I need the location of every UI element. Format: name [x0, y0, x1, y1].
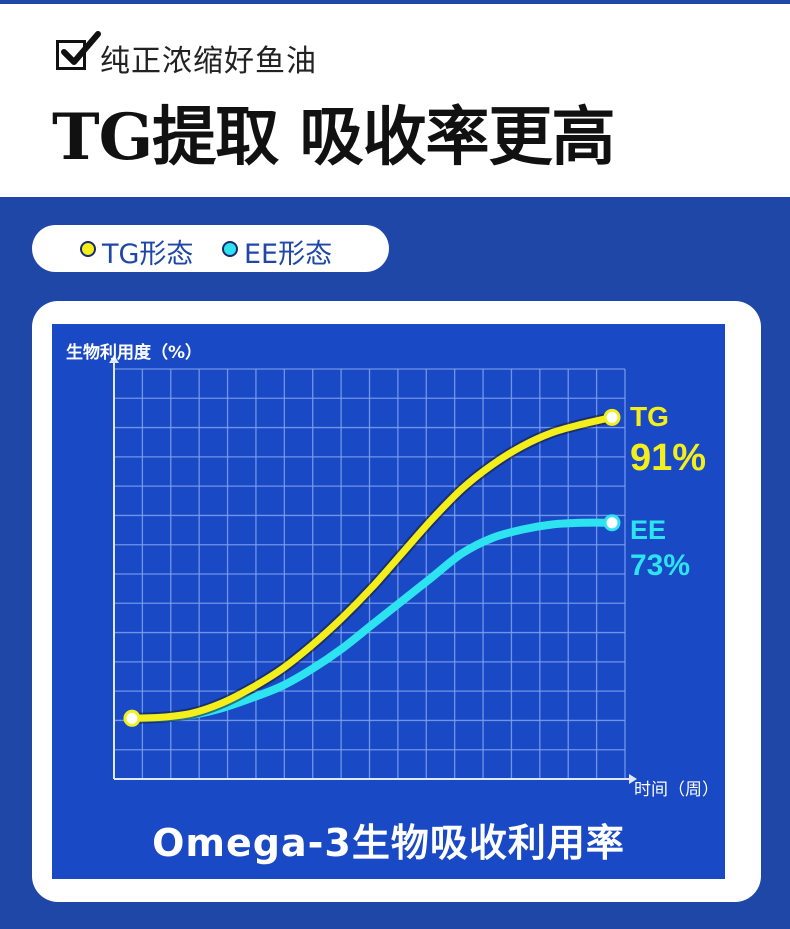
ee-end-value: 73%	[630, 548, 691, 582]
x-axis-arrow-icon	[629, 774, 637, 784]
y-axis-arrow-icon	[109, 355, 119, 363]
ee-legend-dot	[222, 241, 238, 257]
legend: TG形态 EE形态	[32, 225, 389, 272]
ee-series-name: EE	[630, 514, 667, 545]
chart-svg	[109, 355, 637, 784]
tg-legend-label: TG形态	[102, 239, 194, 270]
x-axis-label: 时间（周）	[634, 780, 719, 800]
chart: 生物利用度（%） 时间（周） TG 91% EE 73% Omega-3生物吸收…	[52, 324, 725, 879]
subtitle: 纯正浓缩好鱼油	[100, 44, 317, 79]
header-panel: 纯正浓缩好鱼油 TG提取 吸收率更高	[0, 0, 790, 197]
ee-legend-label: EE形态	[244, 239, 333, 270]
top-rule	[0, 0, 790, 4]
ee-data-point	[603, 514, 621, 532]
checkbox-icon	[56, 40, 86, 70]
y-axis-label: 生物利用度（%）	[66, 343, 203, 363]
tg-legend-dot	[80, 241, 96, 257]
chart-title: Omega-3生物吸收利用率	[152, 821, 625, 865]
tg-data-point	[603, 408, 621, 426]
tg-end-value: 91%	[630, 437, 707, 480]
tg-series-name: TG	[630, 401, 669, 433]
checkmark-icon	[61, 31, 101, 65]
tg-data-point	[123, 709, 141, 727]
headline: TG提取 吸收率更高	[52, 100, 616, 175]
